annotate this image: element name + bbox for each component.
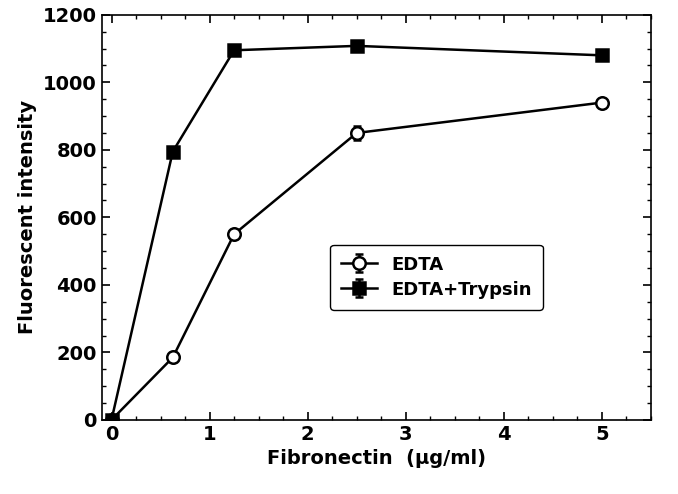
Y-axis label: Fluorescent intensity: Fluorescent intensity [18, 100, 37, 334]
X-axis label: Fibronectin  (μg/ml): Fibronectin (μg/ml) [266, 450, 486, 468]
Legend: EDTA, EDTA+Trypsin: EDTA, EDTA+Trypsin [330, 245, 543, 310]
